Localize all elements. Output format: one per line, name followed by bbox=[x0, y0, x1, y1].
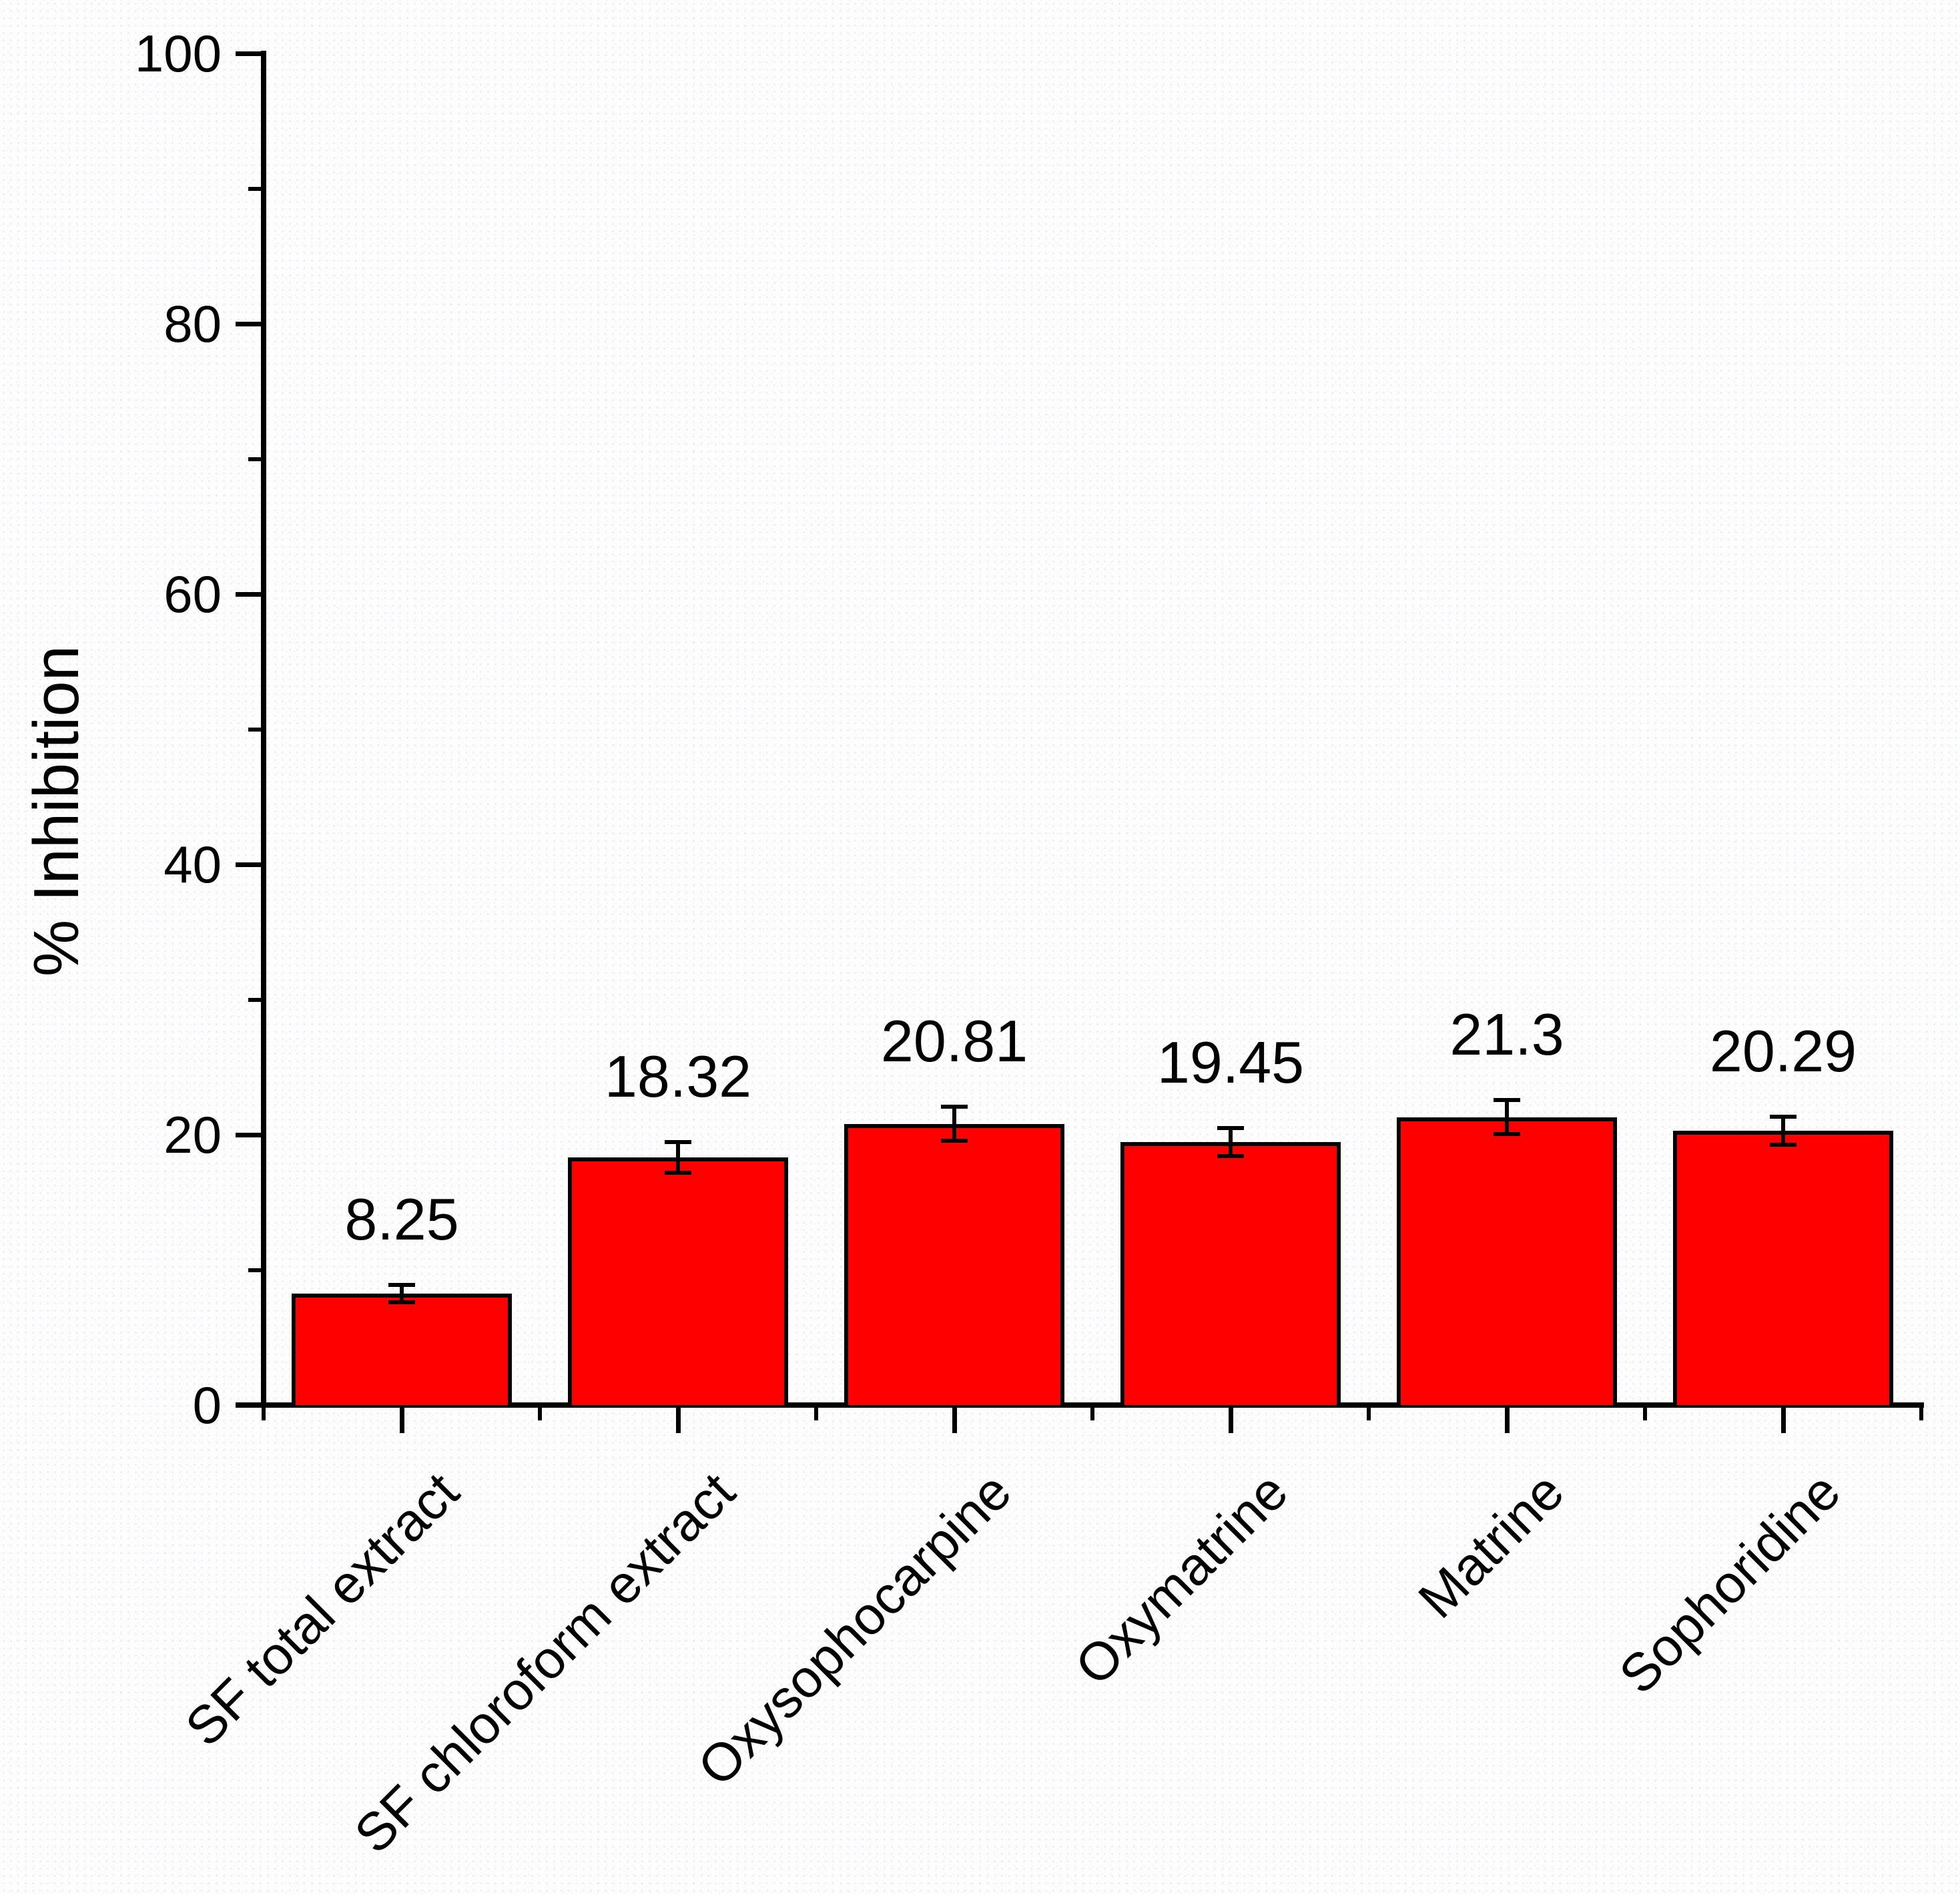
y-major-tick bbox=[236, 1132, 264, 1137]
y-tick-label: 80 bbox=[164, 294, 222, 353]
y-axis-line bbox=[261, 51, 266, 1408]
y-tick-label: 0 bbox=[192, 1376, 222, 1434]
y-major-tick bbox=[236, 862, 264, 867]
y-tick-label: 20 bbox=[164, 1105, 222, 1164]
error-bar-cap-bottom bbox=[941, 1138, 968, 1143]
y-minor-tick bbox=[248, 1268, 264, 1272]
x-major-tick bbox=[399, 1405, 404, 1433]
x-minor-tick bbox=[1367, 1405, 1371, 1420]
x-minor-tick bbox=[262, 1405, 266, 1420]
bar-value-label: 8.25 bbox=[344, 1185, 459, 1252]
bar-value-label: 19.45 bbox=[1157, 1029, 1305, 1095]
x-minor-tick bbox=[1919, 1405, 1923, 1420]
error-bar-cap-bottom bbox=[1217, 1154, 1244, 1159]
x-major-tick bbox=[1780, 1405, 1786, 1433]
x-major-tick bbox=[1504, 1405, 1510, 1433]
y-major-tick bbox=[236, 51, 264, 56]
bar bbox=[1397, 1117, 1617, 1405]
bar-value-label: 20.29 bbox=[1709, 1017, 1857, 1084]
x-minor-tick bbox=[814, 1405, 818, 1420]
error-bar-line bbox=[1505, 1102, 1509, 1132]
y-major-tick bbox=[236, 1402, 264, 1408]
y-minor-tick bbox=[248, 186, 264, 191]
x-minor-tick bbox=[1643, 1405, 1647, 1420]
y-tick-label: 100 bbox=[134, 24, 222, 83]
bar bbox=[568, 1157, 788, 1405]
category-label-text: Sophoridine bbox=[1608, 1461, 1852, 1705]
y-tick-label: 60 bbox=[164, 565, 222, 623]
error-bar-cap-top bbox=[665, 1139, 691, 1144]
error-bar-line bbox=[676, 1143, 680, 1171]
bar bbox=[844, 1123, 1064, 1405]
error-bar-line bbox=[1781, 1118, 1785, 1143]
y-tick-label: 40 bbox=[164, 835, 222, 894]
x-major-tick bbox=[675, 1405, 681, 1433]
category-label-text: Oxymatrine bbox=[1064, 1461, 1299, 1697]
error-bar-line bbox=[1229, 1129, 1233, 1155]
bar-value-label: 21.3 bbox=[1449, 1001, 1564, 1068]
y-minor-tick bbox=[248, 457, 264, 461]
x-major-tick bbox=[952, 1405, 957, 1433]
category-label-text: SF total extract bbox=[174, 1461, 470, 1757]
category-label-text: Oxysophocarpine bbox=[687, 1461, 1023, 1798]
x-minor-tick bbox=[1090, 1405, 1094, 1420]
error-bar-cap-top bbox=[1770, 1114, 1796, 1119]
bar bbox=[1673, 1131, 1893, 1405]
error-bar-line bbox=[952, 1109, 956, 1139]
error-bar-cap-bottom bbox=[388, 1300, 415, 1305]
bar bbox=[1120, 1142, 1341, 1405]
bar-value-label: 20.81 bbox=[880, 1008, 1028, 1075]
error-bar-cap-bottom bbox=[665, 1171, 691, 1175]
error-bar-cap-top bbox=[941, 1105, 968, 1109]
error-bar-cap-top bbox=[1494, 1098, 1520, 1103]
y-major-tick bbox=[236, 321, 264, 326]
category-label-text: Matrine bbox=[1407, 1461, 1576, 1629]
error-bar-cap-bottom bbox=[1770, 1143, 1796, 1147]
bar-value-label: 18.32 bbox=[604, 1043, 752, 1109]
error-bar-cap-top bbox=[1217, 1125, 1244, 1130]
x-major-tick bbox=[1228, 1405, 1233, 1433]
y-minor-tick bbox=[248, 997, 264, 1002]
y-major-tick bbox=[236, 591, 264, 597]
x-axis-line bbox=[236, 1402, 1924, 1408]
error-bar-line bbox=[400, 1286, 404, 1301]
error-bar-cap-bottom bbox=[1494, 1131, 1520, 1136]
y-minor-tick bbox=[248, 727, 264, 732]
error-bar-cap-top bbox=[388, 1282, 415, 1287]
bar bbox=[292, 1293, 512, 1405]
x-minor-tick bbox=[538, 1405, 542, 1420]
